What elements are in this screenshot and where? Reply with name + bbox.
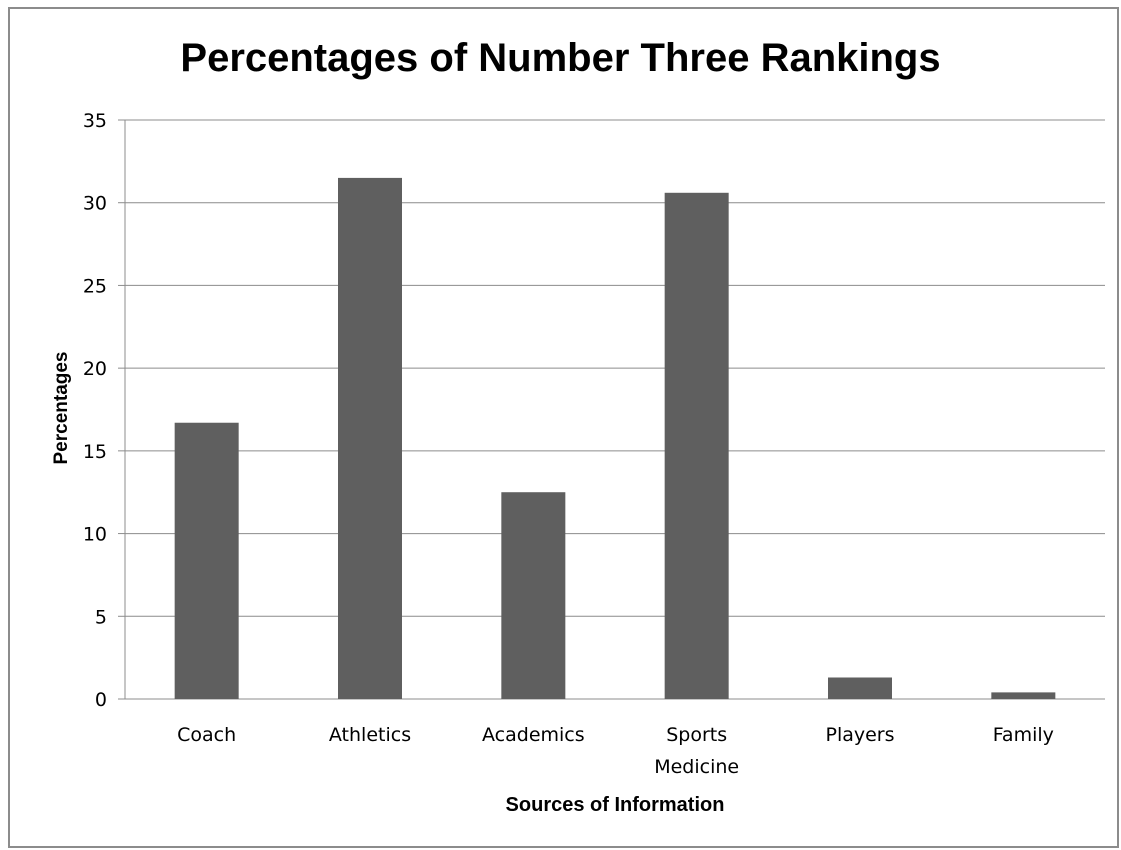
y-tick-label: 35 bbox=[83, 110, 107, 132]
x-tick-label: Family bbox=[993, 724, 1054, 746]
x-tick-label: Coach bbox=[177, 724, 236, 746]
x-tick-label: Players bbox=[825, 724, 894, 746]
bar-academics bbox=[501, 492, 566, 699]
bar-players bbox=[828, 677, 892, 699]
y-tick-label: 0 bbox=[95, 689, 107, 711]
bar-sports-medicine bbox=[664, 192, 729, 699]
y-tick-label: 15 bbox=[83, 441, 107, 463]
y-tick-label: 5 bbox=[95, 606, 107, 628]
x-tick-label: Academics bbox=[482, 724, 585, 746]
bar-family bbox=[991, 692, 1056, 699]
chart-title: Percentages of Number Three Rankings bbox=[180, 36, 941, 80]
bar-athletics bbox=[338, 177, 402, 699]
bar-coach bbox=[174, 422, 239, 699]
x-axis-label: Sources of Information bbox=[505, 794, 725, 816]
x-tick-label: Medicine bbox=[654, 756, 739, 778]
y-tick-label: 25 bbox=[83, 275, 107, 297]
y-tick-label: 20 bbox=[83, 358, 107, 380]
y-tick-label: 30 bbox=[83, 193, 107, 215]
x-tick-label: Athletics bbox=[329, 724, 411, 746]
x-tick-label: Sports bbox=[666, 724, 727, 746]
y-tick-label: 10 bbox=[83, 524, 107, 546]
